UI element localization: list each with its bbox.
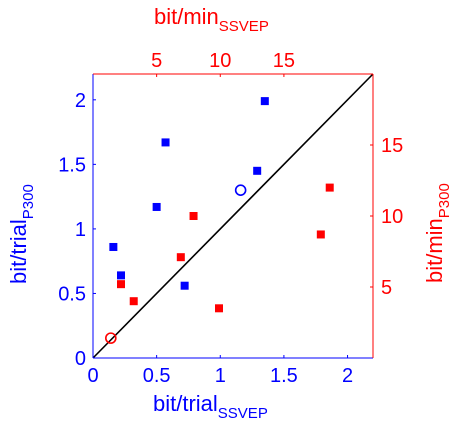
top-axis-label-sub: SSVEP bbox=[219, 18, 269, 35]
left-tick-label: 0.5 bbox=[58, 283, 86, 305]
top-tick-label: 15 bbox=[273, 50, 295, 72]
bottom-tick-label: 2 bbox=[342, 365, 353, 387]
red-square-point bbox=[176, 253, 185, 262]
blue-square-point bbox=[109, 242, 118, 251]
top-axis-label-main: bit/min bbox=[154, 4, 219, 29]
top-tick-label: 10 bbox=[209, 50, 231, 72]
right-axis-label-main: bit/min bbox=[422, 218, 447, 283]
red-square-point bbox=[215, 304, 223, 313]
bottom-tick-label: 0 bbox=[87, 365, 98, 387]
top-axis-label: bit/minSSVEP bbox=[154, 4, 269, 35]
blue-square-point bbox=[117, 271, 125, 280]
right-axis-label: bit/minP300 bbox=[422, 183, 453, 283]
right-axis-label-group: bit/minP300 bbox=[422, 183, 453, 283]
left-axis-label-sub: P300 bbox=[20, 184, 37, 219]
red-square-point bbox=[189, 212, 198, 220]
identity-line bbox=[92, 73, 374, 359]
axis-ticks: 0 0.5 1 1.5 2 0 0.5 1 1.5 2 5 10 15 5 10 15 bbox=[58, 50, 403, 387]
blue-square-point bbox=[152, 202, 161, 211]
bottom-axis-label-sub: SSVEP bbox=[218, 405, 268, 422]
right-axis-label-sub: P300 bbox=[436, 183, 453, 218]
red-square-point bbox=[117, 280, 125, 289]
bottom-tick-label: 0.5 bbox=[143, 365, 171, 387]
top-tick-label: 5 bbox=[151, 50, 162, 72]
left-tick-label: 1 bbox=[75, 219, 86, 241]
bottom-axis-label-main: bit/trial bbox=[153, 391, 218, 416]
chart-marks bbox=[92, 73, 374, 359]
red-square-point bbox=[316, 230, 325, 239]
left-axis-label-group: bit/trialP300 bbox=[6, 184, 37, 284]
blue-square-point bbox=[253, 166, 262, 175]
red-square-point bbox=[129, 297, 138, 306]
left-axis-label: bit/trialP300 bbox=[6, 184, 37, 284]
blue-circle-point bbox=[234, 184, 247, 196]
bottom-axis-label: bit/trialSSVEP bbox=[153, 391, 268, 422]
right-tick-label: 10 bbox=[381, 206, 403, 228]
left-tick-label: 0 bbox=[75, 348, 86, 370]
red-square-point bbox=[325, 183, 334, 192]
blue-square-point bbox=[180, 281, 189, 290]
bottom-tick-label: 1 bbox=[215, 365, 226, 387]
left-axis-label-main: bit/trial bbox=[6, 219, 31, 284]
left-tick-label: 2 bbox=[75, 90, 86, 112]
blue-square-point bbox=[161, 138, 170, 147]
right-tick-label: 5 bbox=[381, 277, 392, 299]
right-tick-label: 15 bbox=[381, 135, 403, 157]
red-circle-point bbox=[105, 332, 117, 344]
blue-square-point bbox=[260, 97, 269, 106]
bottom-tick-label: 1.5 bbox=[270, 365, 298, 387]
left-tick-label: 1.5 bbox=[58, 154, 86, 176]
